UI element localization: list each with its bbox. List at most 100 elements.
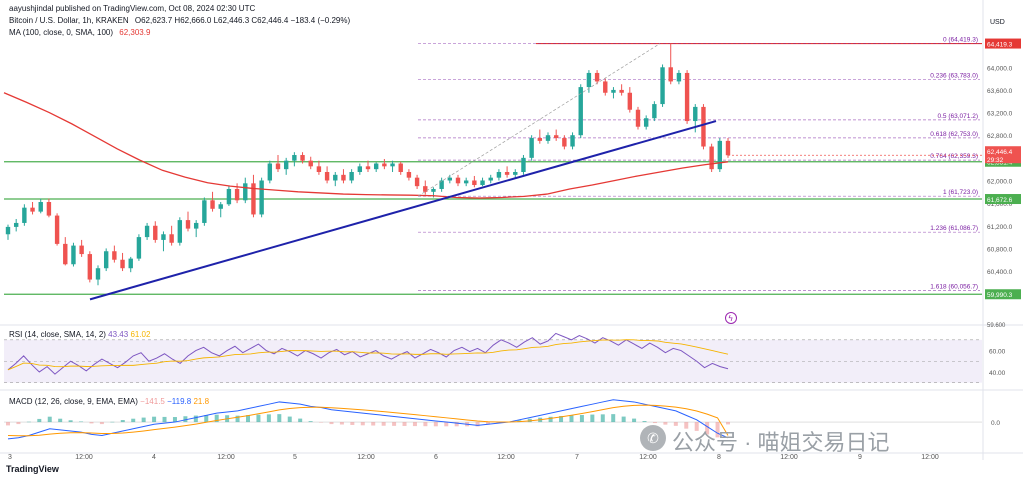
macd-histogram-bar — [548, 416, 553, 423]
ohlc-values: O62,623.7 H62,666.0 L62,446.3 C62,446.4 … — [134, 16, 351, 25]
macd-histogram-bar — [726, 422, 730, 425]
time-tick-label: 6 — [434, 454, 438, 461]
symbol-legend: Bitcoin / U.S. Dollar, 1h, KRAKEN O62,62… — [9, 16, 354, 25]
candle-body — [120, 259, 125, 269]
macd-histogram-bar — [287, 416, 292, 423]
candle-body — [668, 67, 673, 82]
event-icon — [725, 312, 737, 324]
candle-body — [136, 237, 142, 259]
macd-histogram-bar — [308, 421, 313, 423]
candle-body — [87, 254, 93, 280]
level-badge — [985, 194, 1021, 205]
time-tick-label: 12:00 — [497, 454, 515, 461]
fib-level-label: 1.236 (61,086.7) — [930, 225, 978, 232]
candle-body — [660, 67, 665, 105]
candle-body — [349, 172, 354, 181]
candle-body — [112, 251, 117, 260]
time-tick-label: 9 — [858, 454, 862, 461]
candle-body — [218, 204, 223, 209]
macd-histogram-bar — [360, 422, 365, 426]
macd-histogram-bar — [402, 422, 407, 426]
macd-histogram-bar — [47, 416, 52, 423]
candle-body — [398, 163, 403, 172]
price-tick-label: 62,800.0 — [987, 133, 1013, 140]
macd-histogram-bar — [694, 422, 699, 431]
candle-body — [390, 163, 395, 167]
candle-body — [210, 200, 215, 209]
candle-body — [177, 220, 183, 243]
macd-line — [7, 399, 729, 440]
macd-histogram-bar — [632, 418, 637, 423]
candle-body — [635, 109, 641, 127]
candle-body — [22, 207, 27, 223]
candle-body — [701, 106, 706, 147]
macd-title: MACD (12, 26, close, 9, EMA, EMA) — [9, 397, 138, 406]
ma-label: MA (100, close, 0, SMA, 100) — [9, 28, 114, 37]
candle-body — [259, 180, 264, 215]
candle-body — [578, 87, 583, 136]
candle-body — [603, 81, 608, 93]
candle-body — [496, 172, 502, 178]
macd-histogram-bar — [183, 416, 188, 423]
time-tick-label: 12:00 — [75, 454, 93, 461]
fib-level-label: 0.764 (62,359.3) — [930, 153, 978, 160]
candle-body — [439, 180, 444, 189]
macd-histogram-bar — [193, 415, 198, 423]
macd-histogram-bar — [486, 422, 490, 425]
event-icon-glyph: ϟ — [729, 314, 734, 323]
level-badge-label: 61,672.6 — [987, 197, 1013, 204]
price-tick-label: 63,600.0 — [987, 88, 1013, 95]
candle-body — [545, 135, 551, 141]
macd-histogram-bar — [329, 422, 334, 425]
macd-histogram-bar — [298, 418, 303, 423]
fib-level-label: 1 (61,723.0) — [943, 189, 978, 196]
candle-body — [431, 188, 436, 192]
macd-histogram-bar — [392, 422, 397, 426]
candle-body — [267, 163, 273, 181]
candle-body — [202, 200, 207, 223]
macd-histogram-bar — [89, 422, 94, 424]
candle-body — [308, 160, 313, 167]
candle-body — [79, 245, 84, 255]
candle-body — [30, 207, 35, 212]
candle-body — [611, 89, 616, 93]
fib-level-label: 0.236 (63,783.0) — [930, 73, 978, 80]
candle-body — [169, 234, 174, 243]
macd-histogram-bar — [37, 418, 42, 423]
candle-body — [283, 160, 289, 170]
time-tick-label: 4 — [152, 454, 156, 461]
macd-line-value: −119.8 — [167, 397, 192, 406]
level-badge-label: 64,419.3 — [987, 42, 1013, 49]
macd-histogram-bar — [172, 417, 177, 423]
macd-histogram-bar — [319, 422, 324, 423]
candle-body — [382, 163, 387, 167]
candle-body — [333, 174, 338, 181]
macd-histogram-bar — [266, 414, 271, 423]
symbol-name: Bitcoin / U.S. Dollar, 1h, KRAKEN — [9, 16, 129, 25]
time-tick-label: 12:00 — [357, 454, 375, 461]
rsi-tick-label: 40.00 — [989, 370, 1006, 377]
macd-histogram-bar — [621, 416, 626, 423]
candle-body — [725, 140, 731, 156]
macd-histogram-bar — [444, 422, 449, 427]
level-badge-label: 59,990.3 — [987, 292, 1013, 299]
candle-body — [414, 177, 420, 187]
rsi-ma-value: 61.02 — [130, 330, 151, 339]
macd-histogram-bar — [339, 422, 344, 425]
time-tick-label: 5 — [293, 454, 297, 461]
candle-body — [594, 72, 600, 82]
candle-body — [643, 118, 649, 127]
candle-body — [103, 251, 109, 269]
candle-body — [365, 166, 371, 170]
macd-histogram-bar — [68, 420, 73, 423]
macd-histogram-bar — [475, 422, 480, 427]
macd-histogram-bar — [256, 414, 261, 423]
ma-value: 62,303.9 — [119, 28, 151, 37]
wechat-icon: ✆ — [640, 425, 666, 451]
candle-body — [553, 135, 559, 139]
macd-histogram-bar — [611, 414, 616, 423]
candle-body — [619, 89, 624, 93]
fib-level-label: 0.618 (62,753.0) — [930, 131, 978, 138]
macd-histogram-bar — [246, 415, 250, 423]
macd-histogram-bar — [600, 414, 605, 423]
